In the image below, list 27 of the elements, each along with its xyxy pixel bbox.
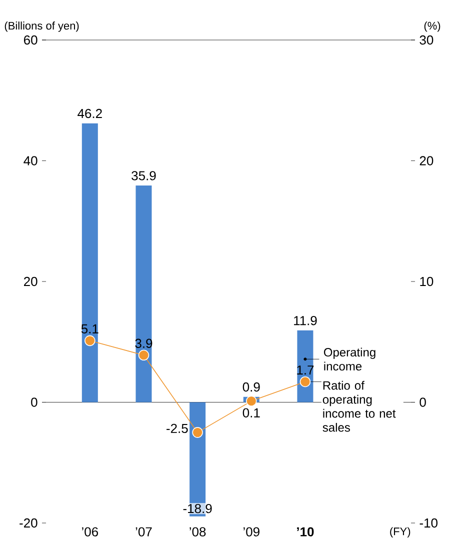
y-tick-label: 0 [31,398,38,407]
y2-tick-label: 20 [420,156,434,166]
y2-tick-label: 10 [420,276,434,286]
y-tick-label: 40 [24,156,38,166]
x-tick-label: ’07 [136,527,152,536]
data-label: -18.9 [183,504,212,514]
data-label: 46.2 [78,108,102,118]
y2-tick-label: 30 [420,35,434,45]
data-label: -2.5 [166,424,188,434]
x-tick-label: ’06 [82,527,98,536]
x-tick-label: ’10 [297,527,314,536]
data-label: 0.1 [242,408,260,418]
x-axis-title: (FY) [390,527,410,538]
y2-tick-label: 0 [420,398,426,407]
data-label: 35.9 [132,171,156,180]
data-label: 11.9 [294,316,317,326]
series-label: Operating income [324,348,376,371]
y-axis-title: (Billions of yen) [4,22,79,32]
x-tick-label: ’08 [190,527,206,536]
y2-tick-label: -10 [420,518,438,528]
series-label: Ratio of operating income to net sales [322,380,396,432]
data-label: 0.9 [242,382,260,392]
y-tick-label: 20 [24,276,38,286]
y-tick-label: 60 [24,35,38,45]
y-tick-label: -20 [20,518,38,528]
y2-axis-title: (%) [424,22,440,32]
x-tick-label: ’09 [244,527,260,536]
